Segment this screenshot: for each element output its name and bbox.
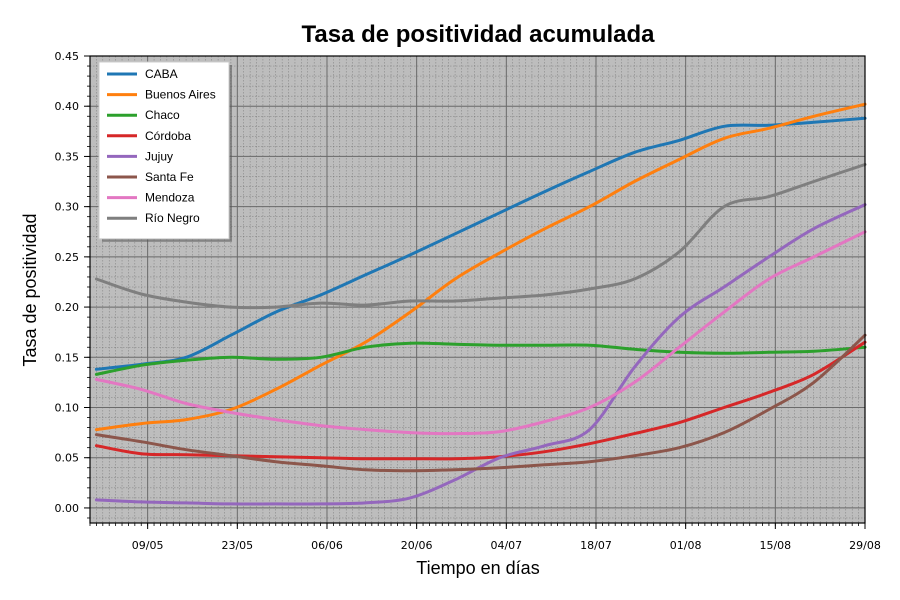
y-axis: 0.00 0.05 0.10 0.15 0.20 0.25 0.30 0.35 0.40 0.45	[55, 50, 90, 519]
y-tick-label: 0.20	[55, 301, 80, 314]
x-tick-label: 23/05	[221, 539, 253, 552]
series-line-santa-fe	[94, 333, 867, 473]
x-tick-label: 15/08	[759, 539, 791, 552]
legend-label-chaco: Chaco	[145, 108, 180, 122]
x-axis-label: Tiempo en días	[416, 558, 539, 578]
x-tick-label: 01/08	[670, 539, 702, 552]
x-tick-label: 20/06	[401, 539, 433, 552]
y-tick-label: 0.00	[55, 502, 80, 515]
x-tick-label: 29/08	[849, 539, 881, 552]
legend-label-jujuy: Jujuy	[145, 149, 173, 163]
series-line-chaco	[94, 341, 867, 376]
chart-title: Tasa de positividad acumulada	[302, 21, 656, 48]
y-tick-label: 0.40	[55, 100, 80, 113]
y-tick-label: 0.45	[55, 50, 80, 63]
series-line-caba	[94, 116, 867, 371]
legend-box	[98, 61, 230, 240]
series-line-rio-negro	[94, 163, 867, 310]
legend-label-santa-fe: Santa Fe	[145, 170, 194, 184]
legend-label-caba: CABA	[145, 67, 178, 81]
y-tick-label: 0.05	[55, 452, 80, 465]
y-tick-label: 0.15	[55, 351, 80, 364]
y-tick-label: 0.10	[55, 402, 80, 415]
legend-label-rio-negro: Río Negro	[145, 211, 200, 225]
y-tick-label: 0.30	[55, 201, 80, 214]
legend-label-buenos-aires: Buenos Aires	[145, 88, 216, 102]
x-axis: 09/05 23/05 06/06 20/06 04/07 18/07 01/08 15/08…	[89, 523, 881, 552]
x-tick-label: 09/05	[132, 539, 164, 552]
legend-label-cordoba: Córdoba	[145, 129, 191, 143]
series-layer	[94, 102, 867, 506]
series-line-mendoza	[94, 230, 867, 436]
y-tick-label: 0.35	[55, 150, 80, 163]
y-tick-label: 0.25	[55, 251, 80, 264]
y-axis-label: Tasa de positividad	[20, 213, 40, 366]
x-tick-label: 06/06	[311, 539, 343, 552]
plot-frame	[89, 55, 866, 524]
legend: CABA Buenos Aires Chaco Córdoba Jujuy Santa F…	[98, 61, 232, 242]
series-line-jujuy	[94, 203, 867, 506]
x-tick-label: 18/07	[580, 539, 612, 552]
legend-label-mendoza: Mendoza	[145, 191, 195, 205]
x-tick-label: 04/07	[490, 539, 522, 552]
